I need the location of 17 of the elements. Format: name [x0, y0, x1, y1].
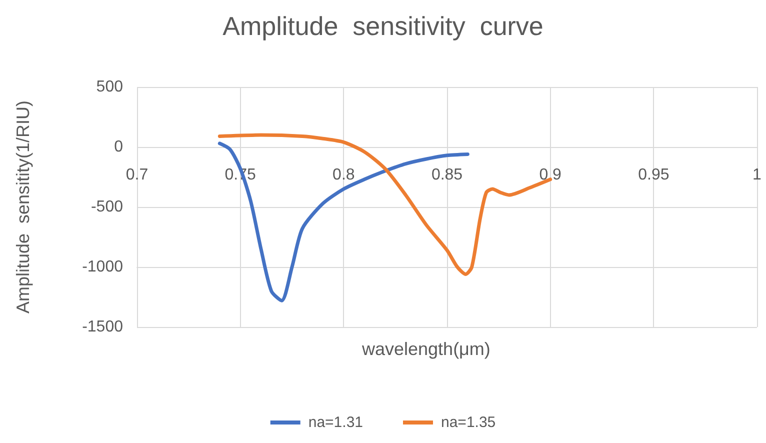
line-series [218, 142, 470, 302]
y-axis-title: Amplitude sensitity(1/RIU) [13, 100, 33, 314]
x-axis-title: wavelength(μm) [361, 339, 490, 359]
y-tick-label: -500 [90, 198, 124, 216]
x-tick-label: 0.9 [539, 166, 562, 184]
x-tick-label: 0.7 [126, 166, 148, 184]
x-tick-label: 1 [752, 166, 762, 184]
y-tick-label: 500 [96, 78, 124, 96]
y-tick-label: -1500 [82, 318, 124, 336]
x-tick-label: 0.8 [332, 166, 355, 184]
x-tick-label: 0.85 [431, 166, 463, 184]
y-tick-label: 0 [114, 138, 124, 156]
chart-title: Amplitude sensitivity curve [222, 11, 544, 41]
legend-label: na=1.35 [441, 414, 496, 431]
y-tick-label: -1000 [82, 258, 124, 276]
x-tick-label: 0.95 [638, 166, 670, 184]
legend-label: na=1.31 [308, 414, 363, 431]
